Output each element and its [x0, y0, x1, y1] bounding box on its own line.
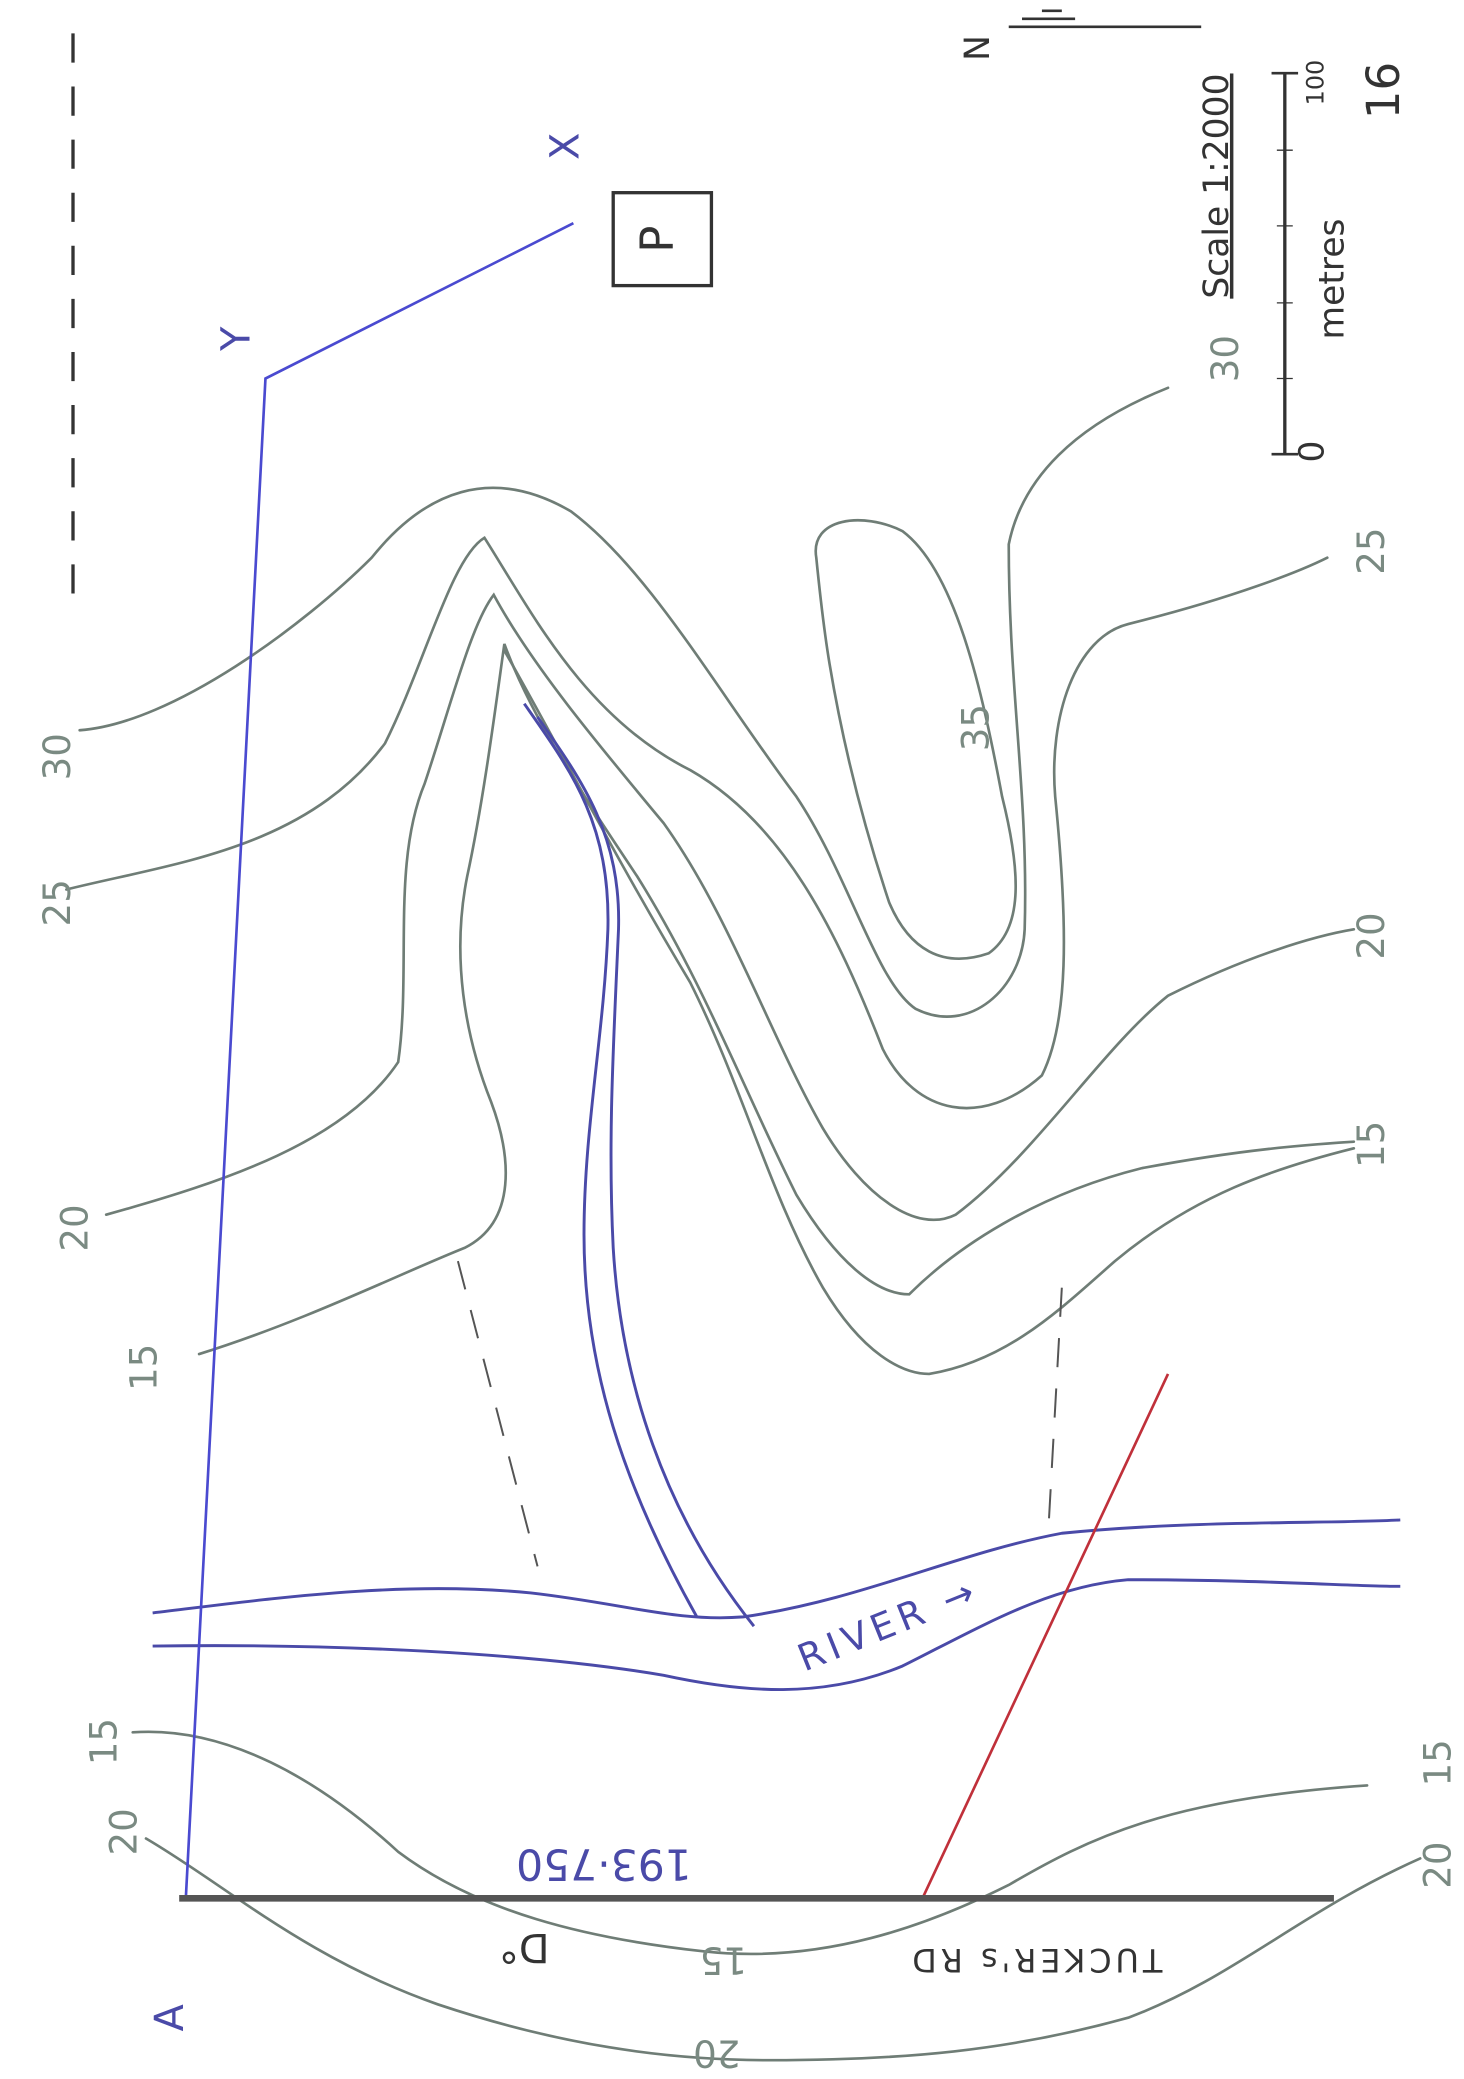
point-label: D°	[499, 1924, 550, 1970]
scale-label: 0	[1293, 441, 1333, 463]
red-line	[921, 1373, 1170, 1899]
marker-label: P	[631, 226, 684, 253]
contour-label: 20	[693, 2031, 740, 2074]
tributary	[523, 702, 699, 1618]
dashed-line	[1047, 1287, 1063, 1527]
contour-line	[814, 519, 1018, 960]
river-label: RIVER →	[792, 1568, 986, 1680]
section-line	[184, 222, 574, 1899]
contour-line	[78, 386, 1170, 1018]
sheet-number: 16	[1357, 62, 1410, 119]
scale-title: Scale 1:2000	[1197, 73, 1237, 298]
spot-height: 193·750	[516, 1839, 692, 1888]
marker-label: A	[147, 2004, 193, 2031]
contour-label: 15	[1417, 1739, 1460, 1786]
north-label: N	[958, 35, 998, 61]
contour-label: 35	[955, 704, 998, 751]
contour-label: 25	[1350, 527, 1393, 574]
contour-label: 15	[1350, 1121, 1393, 1168]
contour-label: 20	[1417, 1841, 1460, 1888]
river-bank	[152, 1578, 1401, 1691]
scale-label: 100	[1302, 60, 1330, 106]
contour-label: 30	[36, 733, 79, 780]
scale-unit: metres	[1312, 218, 1352, 339]
contour-line	[131, 1730, 1369, 1956]
marker-label: X	[543, 133, 589, 160]
river-bank	[152, 1518, 1401, 1620]
marker-label: Y	[213, 326, 259, 352]
contour-line	[104, 592, 1356, 1222]
contour-label: 20	[103, 1808, 146, 1855]
contour-line	[65, 535, 1329, 1110]
dashed-line	[456, 1260, 539, 1567]
road-label: TUCKER's RD	[908, 1941, 1163, 1979]
tributary	[536, 716, 756, 1628]
contour-label: 15	[123, 1344, 166, 1391]
contour-label: 20	[53, 1204, 96, 1251]
marker-box	[611, 191, 714, 288]
contour-line	[503, 649, 1356, 1376]
contour-line	[144, 1837, 1422, 2062]
contour-label: 15	[83, 1718, 126, 1765]
contour-label: 15	[700, 1938, 747, 1981]
contour-label: 20	[1350, 912, 1393, 959]
contour-label: 25	[36, 879, 79, 926]
contour-line	[197, 643, 1356, 1356]
labels: 30 25 20 15 20 15 25 20 15 15 20 35 30 1…	[36, 35, 1459, 2074]
contour-label: 30	[1204, 335, 1247, 382]
